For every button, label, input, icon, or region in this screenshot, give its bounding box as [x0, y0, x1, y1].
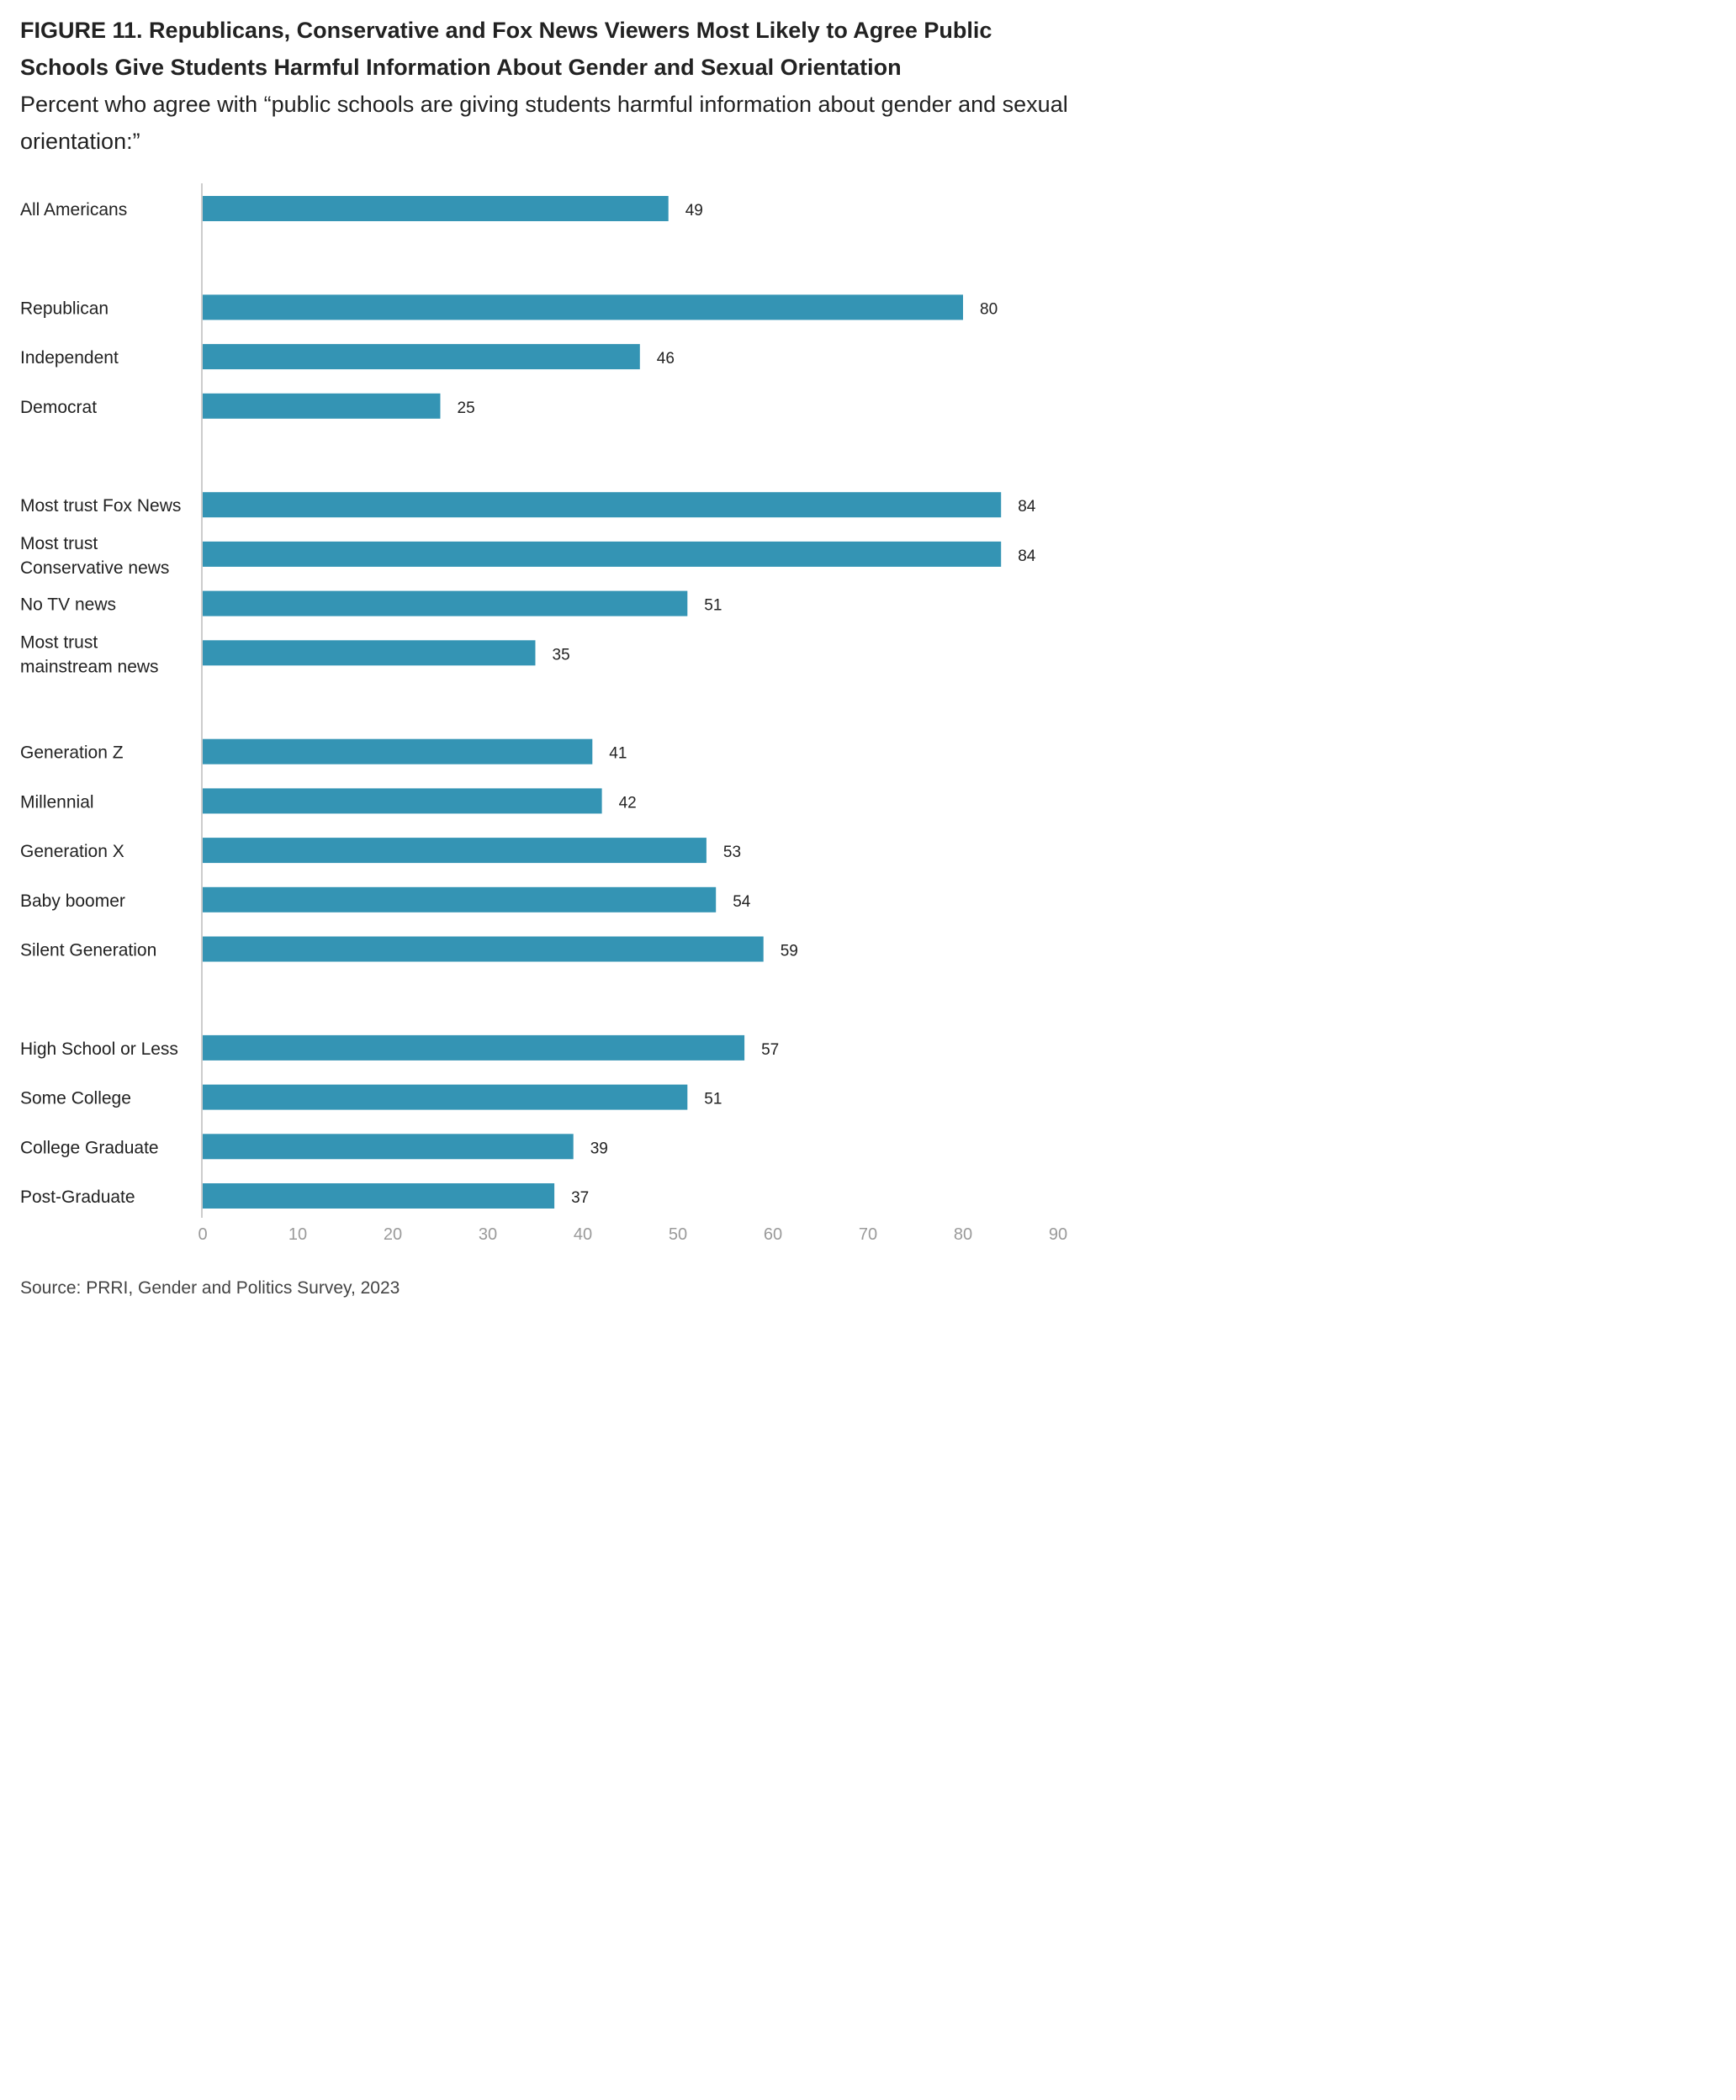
- chart-subtitle: Percent who agree with “public schools a…: [20, 92, 1068, 154]
- bar: [203, 196, 669, 221]
- category-label: mainstream news: [20, 657, 159, 676]
- source-note: Source: PRRI, Gender and Politics Survey…: [20, 1278, 400, 1298]
- chart-title: FIGURE 11. Republicans, Conservative and…: [20, 18, 992, 80]
- category-label: Most trust: [20, 632, 98, 652]
- bar: [203, 838, 707, 864]
- value-label: 80: [980, 300, 998, 318]
- bar: [203, 1183, 555, 1209]
- value-label: 53: [723, 844, 741, 861]
- category-label: Silent Generation: [20, 941, 156, 960]
- value-label: 59: [781, 943, 798, 960]
- x-tick-label: 40: [574, 1225, 592, 1244]
- x-tick-label: 10: [288, 1225, 307, 1244]
- bar: [203, 640, 536, 666]
- x-tick-label: 50: [669, 1225, 687, 1244]
- value-label: 51: [704, 1091, 722, 1108]
- bar-chart: All Americans 49 Republican 80 Independent 46…: [20, 183, 1067, 1244]
- value-label: 37: [571, 1189, 589, 1207]
- category-label: Generation X: [20, 842, 124, 861]
- category-label: Some College: [20, 1089, 131, 1108]
- value-label: 57: [761, 1041, 779, 1059]
- category-label: No TV news: [20, 595, 116, 615]
- value-label: 39: [590, 1140, 608, 1157]
- x-tick-label: 70: [859, 1225, 877, 1244]
- bar: [203, 393, 441, 419]
- value-label: 42: [619, 794, 637, 812]
- category-label: Conservative news: [20, 558, 169, 578]
- category-label: Generation Z: [20, 743, 124, 763]
- value-label: 84: [1018, 547, 1036, 565]
- value-label: 49: [685, 202, 703, 220]
- bar: [203, 1134, 574, 1160]
- category-label: Post-Graduate: [20, 1188, 135, 1207]
- bar: [203, 1084, 688, 1110]
- category-label: College Graduate: [20, 1138, 159, 1157]
- category-label: Republican: [20, 299, 108, 318]
- value-label: 51: [704, 597, 722, 615]
- category-label: Most trust Fox News: [20, 496, 181, 516]
- bar: [203, 344, 640, 370]
- bar: [203, 738, 593, 764]
- bar: [203, 1034, 745, 1061]
- category-label: All Americans: [20, 200, 127, 220]
- value-label: 54: [733, 893, 751, 911]
- x-tick-label: 80: [954, 1225, 972, 1244]
- bar: [203, 788, 602, 814]
- value-label: 41: [609, 745, 627, 763]
- category-label: Most trust: [20, 534, 98, 553]
- value-label: 46: [657, 350, 675, 368]
- category-label: Democrat: [20, 398, 97, 417]
- category-label: Baby boomer: [20, 891, 125, 911]
- bar: [203, 294, 963, 320]
- category-label: Millennial: [20, 792, 94, 812]
- bar: [203, 541, 1002, 567]
- value-label: 25: [458, 399, 475, 417]
- bar: [203, 492, 1002, 518]
- value-label: 84: [1018, 498, 1036, 516]
- x-tick-label: 20: [384, 1225, 402, 1244]
- x-tick-label: 0: [198, 1225, 207, 1244]
- x-tick-label: 90: [1049, 1225, 1067, 1244]
- x-tick-label: 60: [764, 1225, 782, 1244]
- category-label: High School or Less: [20, 1039, 178, 1059]
- x-tick-label: 30: [479, 1225, 497, 1244]
- bar: [203, 590, 688, 616]
- category-label: Independent: [20, 348, 119, 368]
- bar: [203, 886, 717, 912]
- value-label: 35: [553, 646, 570, 664]
- bar: [203, 936, 764, 962]
